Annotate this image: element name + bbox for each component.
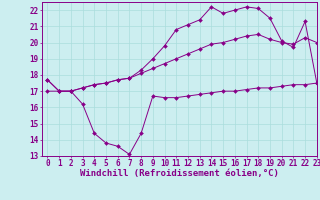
X-axis label: Windchill (Refroidissement éolien,°C): Windchill (Refroidissement éolien,°C) <box>80 169 279 178</box>
